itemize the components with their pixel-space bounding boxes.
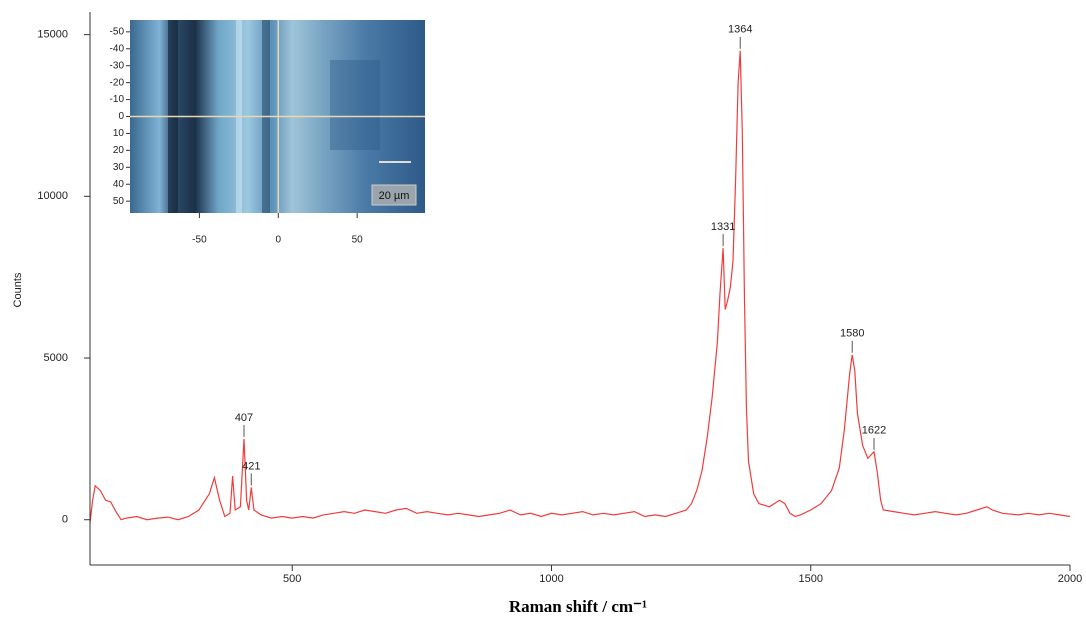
scale-label-box: [371, 184, 417, 206]
peak-label: 407: [235, 412, 253, 424]
y-axis-title: Counts: [12, 272, 24, 307]
peak-label: 1580: [840, 328, 864, 340]
y-tick-label: 10000: [37, 190, 68, 202]
stripe: [330, 60, 380, 150]
inset-y-tick-label: -50: [110, 26, 125, 37]
inset-y-tick-label: 50: [113, 196, 125, 207]
x-tick-label: 1500: [798, 573, 822, 585]
inset-y-tick-label: 30: [113, 162, 125, 173]
inset-x-tick-label: -50: [192, 235, 207, 246]
x-axis-title: Raman shift / cm⁻¹: [509, 597, 647, 616]
inset-y-tick-label: 40: [113, 179, 125, 190]
y-tick-label: 5000: [44, 352, 68, 364]
spectrum-line: [89, 50, 1071, 524]
peak-label: 1364: [728, 24, 752, 36]
y-tick-label: 0: [62, 514, 68, 526]
inset-x-tick-label: 50: [352, 235, 364, 246]
inset-y-tick-label: 0: [118, 111, 124, 122]
inset-y-tick-label: -40: [110, 43, 125, 54]
inset-y-tick-label: 10: [113, 128, 125, 139]
inset-y-tick-label: -30: [110, 60, 125, 71]
inset-y-tick-label: 20: [113, 145, 125, 156]
peak-label: 1331: [711, 221, 735, 233]
x-tick-label: 500: [283, 573, 301, 585]
x-tick-label: 2000: [1058, 573, 1082, 585]
inset-y-tick-label: -10: [110, 94, 125, 105]
scale-label: 20 µm: [379, 190, 410, 202]
peak-label: 1622: [862, 425, 886, 437]
y-tick-label: 15000: [37, 29, 68, 41]
peak-label: 421: [242, 460, 260, 472]
inset-image: 20 µm -50 -40 -30 -20 -10 0 10 20 30 40 50 -50 0 50: [110, 20, 425, 246]
x-tick-label: 1000: [539, 573, 563, 585]
inset-y-tick-label: -20: [110, 77, 125, 88]
inset-x-tick-label: 0: [276, 235, 282, 246]
